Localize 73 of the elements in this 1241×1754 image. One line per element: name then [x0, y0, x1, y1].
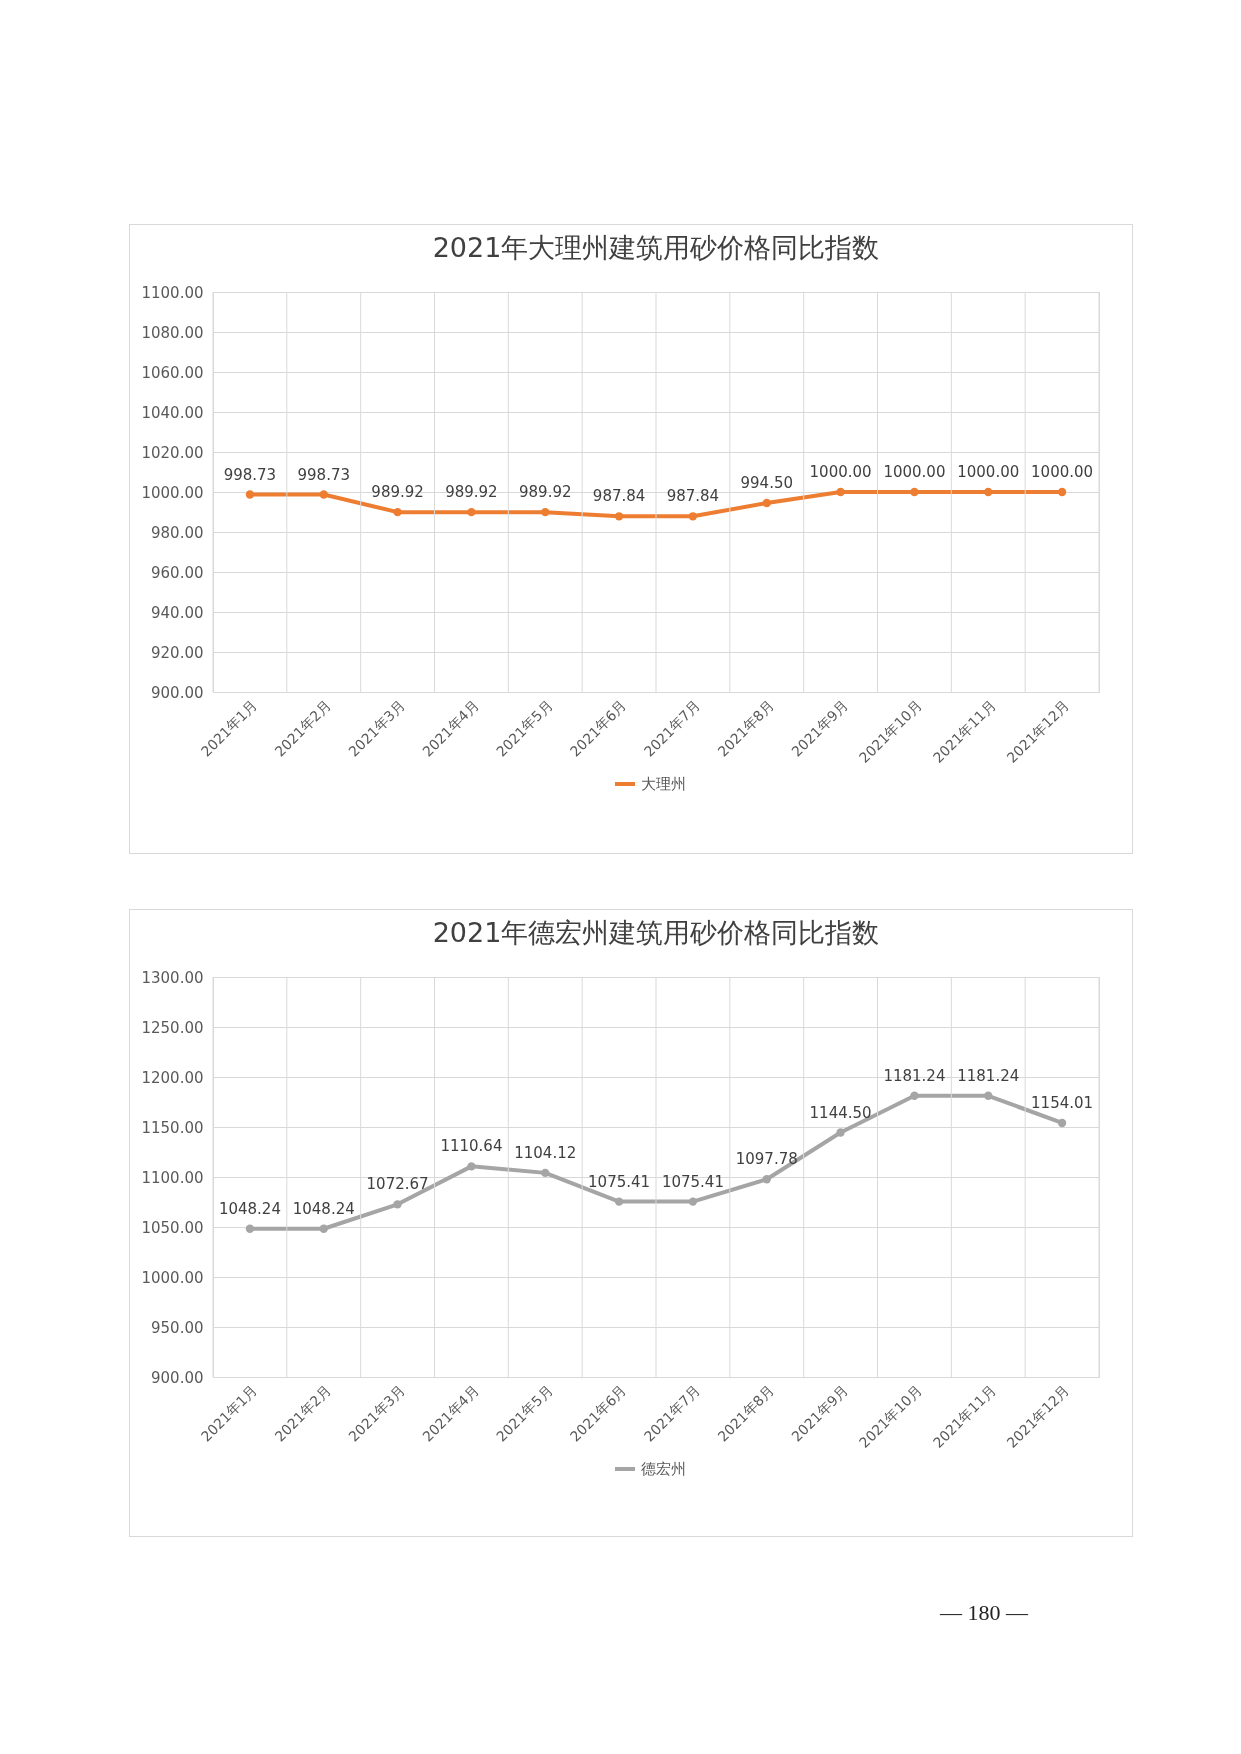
- legend-label: 大理州: [641, 775, 686, 793]
- y-tick-label: 1200.00: [141, 1068, 204, 1087]
- data-label: 1104.12: [514, 1143, 577, 1162]
- data-label: 1000.00: [883, 463, 946, 481]
- y-tick-label: 920.00: [151, 643, 204, 662]
- point: [541, 507, 550, 517]
- point: [984, 1091, 993, 1100]
- point: [245, 490, 255, 499]
- point: [614, 512, 624, 521]
- data-label: 1110.64: [440, 1137, 503, 1156]
- point: [910, 1091, 919, 1100]
- point: [245, 1224, 255, 1233]
- y-tick-label: 1020.00: [141, 443, 204, 462]
- point: [541, 1168, 550, 1178]
- data-label: 1154.01: [1031, 1093, 1094, 1112]
- y-tick-label: 1300.00: [141, 968, 204, 987]
- data-label: 1000.00: [957, 463, 1020, 481]
- point: [762, 498, 771, 508]
- point: [688, 512, 698, 521]
- point: [984, 487, 993, 497]
- y-tick-label: 1100.00: [141, 1168, 204, 1187]
- data-label: 987.84: [592, 487, 646, 506]
- point: [467, 1162, 476, 1171]
- data-label: 987.84: [666, 487, 720, 506]
- y-tick-label: 1040.00: [141, 403, 204, 422]
- point: [688, 1197, 698, 1206]
- y-tick-label: 980.00: [151, 523, 204, 542]
- point: [1057, 487, 1067, 497]
- point: [910, 487, 919, 497]
- data-label: 1075.41: [588, 1172, 651, 1191]
- y-tick-label: 1100.00: [141, 283, 204, 302]
- data-label: 989.92: [519, 483, 572, 502]
- y-tick-label: 950.00: [151, 1318, 204, 1337]
- data-label: 1075.41: [661, 1172, 724, 1191]
- data-label: 998.73: [223, 465, 277, 484]
- point: [836, 1128, 845, 1137]
- y-tick-label: 1080.00: [141, 323, 204, 342]
- point: [393, 1200, 402, 1209]
- data-label: 989.92: [445, 483, 498, 502]
- data-label: 1097.78: [735, 1150, 798, 1169]
- data-label: 1048.24: [292, 1199, 355, 1218]
- data-label: 1072.67: [366, 1175, 429, 1194]
- y-tick-label: 1060.00: [141, 363, 204, 382]
- legend-label: 德宏州: [641, 1460, 686, 1478]
- y-tick-label: 1000.00: [141, 483, 204, 502]
- y-tick-label: 960.00: [151, 563, 204, 582]
- point: [319, 490, 328, 499]
- data-label: 1000.00: [1031, 463, 1094, 481]
- point: [836, 487, 845, 497]
- data-label: 994.50: [740, 474, 793, 492]
- data-label: 1181.24: [883, 1066, 946, 1085]
- data-label: 1048.24: [218, 1199, 281, 1218]
- y-tick-label: 900.00: [151, 1368, 204, 1387]
- data-label: 998.73: [297, 465, 350, 484]
- data-label: 1181.24: [957, 1066, 1020, 1085]
- text: — 180 —: [940, 1600, 1028, 1626]
- chart-title: 2021年德宏州建筑用砂价格同比指数: [432, 917, 880, 948]
- y-tick-label: 1250.00: [141, 1018, 204, 1037]
- y-tick-label: 940.00: [151, 603, 204, 622]
- y-tick-label: 900.00: [151, 683, 204, 702]
- y-tick-label: 1150.00: [141, 1118, 204, 1137]
- data-label: 1000.00: [809, 463, 872, 481]
- point: [1057, 1118, 1067, 1128]
- data-label: 1144.50: [809, 1103, 872, 1122]
- point: [393, 507, 402, 517]
- point: [467, 507, 476, 517]
- point: [614, 1197, 624, 1206]
- chart-title: 2021年大理州建筑用砂价格同比指数: [432, 232, 880, 263]
- data-label: 989.92: [371, 483, 424, 502]
- point: [762, 1175, 771, 1184]
- point: [319, 1224, 328, 1233]
- y-tick-label: 1050.00: [141, 1218, 204, 1237]
- y-tick-label: 1000.00: [141, 1268, 204, 1287]
